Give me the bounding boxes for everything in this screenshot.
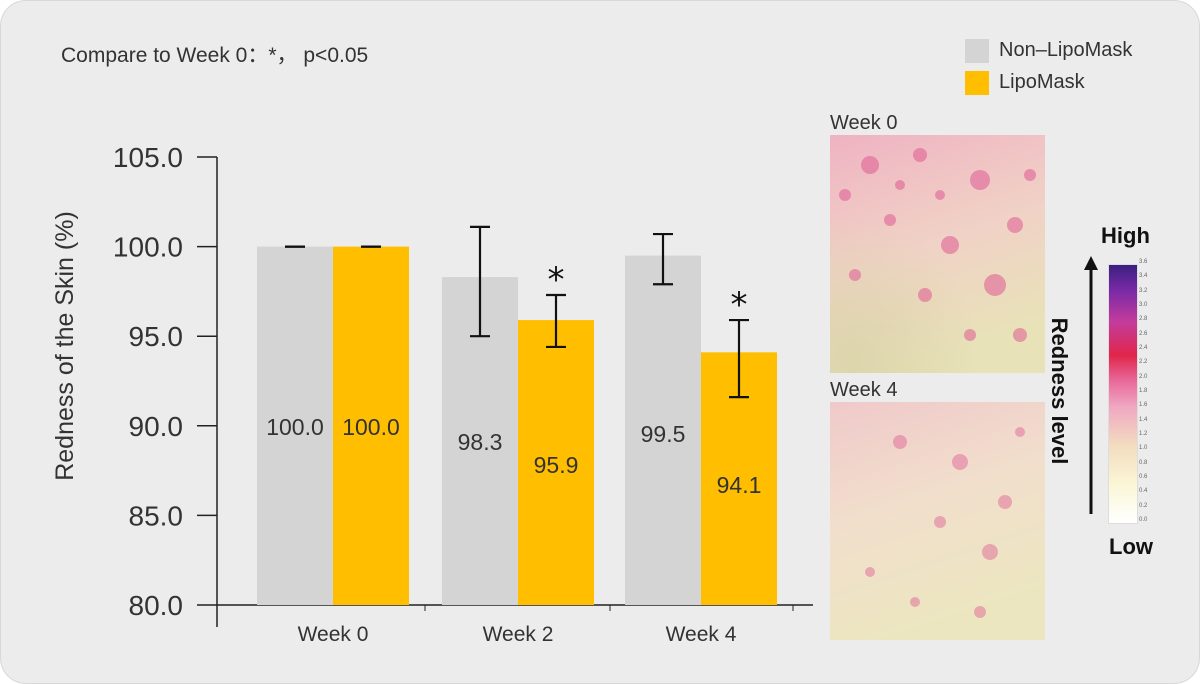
skin-photo-week0 (830, 135, 1045, 373)
scale-tick-label: 1.8 (1139, 388, 1148, 394)
scale-caption-text: Redness level (1047, 317, 1072, 465)
legend-item-lipomask: LipoMask (965, 69, 1085, 95)
bar-value-label: 95.9 (534, 452, 579, 478)
bar-chart: 80.0 85.0 90.0 95.0 100.0 105.0 Redness of the… (51, 142, 813, 646)
bar-value-label: 94.1 (717, 472, 762, 498)
significance-note: Compare to Week 0：*， p<0.05 (61, 44, 369, 67)
bar-value-label: 98.3 (458, 429, 503, 455)
scale-tick-label: 0.8 (1139, 459, 1148, 466)
bar-non-lipomask (625, 255, 701, 605)
scale-tick-label: 3.4 (1139, 273, 1148, 280)
bar-non-lipomask (257, 246, 333, 605)
y-tick-label: 100.0 (113, 232, 183, 263)
significance-mark: * (548, 260, 565, 300)
y-tick-label: 80.0 (129, 590, 184, 621)
bar-value-label: 100.0 (266, 414, 324, 440)
scale-tick-label: 1.2 (1139, 431, 1148, 437)
scale-tick-label: 2.4 (1139, 345, 1148, 351)
scale-ticks: 3.6 3.4 3.2 3.0 2.8 2.6 2.4 2.2 2.0 1.8 1.6 1.4 1.2 1… (1139, 259, 1161, 527)
photo-label-week0: Week 0 (830, 112, 898, 134)
x-tick-label: Week 0 (298, 623, 369, 646)
x-tick-label: Week 2 (483, 623, 554, 646)
y-tick-label: 90.0 (129, 411, 184, 442)
scale-tick-label: 2.2 (1139, 359, 1148, 366)
y-tick-label: 95.0 (129, 321, 184, 352)
scale-tick-label: 3.0 (1139, 302, 1148, 308)
bar-value-label: 99.5 (641, 421, 686, 447)
legend-swatch-non-lipomask (965, 38, 989, 63)
significance-mark: * (731, 285, 748, 325)
up-arrow-icon (1084, 256, 1098, 514)
bar-value-label: 100.0 (342, 414, 400, 440)
scale-tick-label: 2.0 (1139, 373, 1148, 380)
x-tick-label: Week 4 (666, 623, 737, 646)
scale-tick-label: 0.2 (1139, 502, 1148, 509)
scale-low-label: Low (1109, 534, 1153, 559)
scale-tick-label: 3.2 (1139, 287, 1148, 294)
legend-item-non-lipomask: Non–LipoMask (965, 37, 1132, 63)
scale-high-label: High (1101, 223, 1150, 248)
y-axis-label: Redness of the Skin (%) (51, 211, 79, 481)
legend-label-non-lipomask: Non–LipoMask (999, 39, 1133, 61)
scale-tick-label: 1.6 (1139, 402, 1148, 409)
scale-tick-label: 2.6 (1139, 330, 1148, 337)
scale-tick-label: 0.4 (1139, 488, 1148, 495)
y-tick-label: 85.0 (129, 500, 184, 531)
scale-tick-label: 1.4 (1139, 416, 1148, 423)
legend-swatch-lipomask (965, 70, 989, 95)
scale-tick-label: 1.0 (1139, 445, 1148, 452)
redness-color-scale (1108, 264, 1138, 524)
scale-tick-label: 3.6 (1139, 259, 1148, 265)
photo-label-week4: Week 4 (830, 379, 898, 401)
y-tick-label: 105.0 (113, 142, 183, 173)
scale-tick-label: 0.6 (1139, 474, 1148, 480)
legend-label-lipomask: LipoMask (999, 71, 1085, 93)
scale-tick-label: 2.8 (1139, 316, 1148, 323)
bar-lipomask (333, 246, 409, 605)
scale-tick-label: 0.0 (1139, 517, 1148, 523)
bar-lipomask (518, 320, 594, 605)
skin-photo-week4 (830, 402, 1045, 640)
